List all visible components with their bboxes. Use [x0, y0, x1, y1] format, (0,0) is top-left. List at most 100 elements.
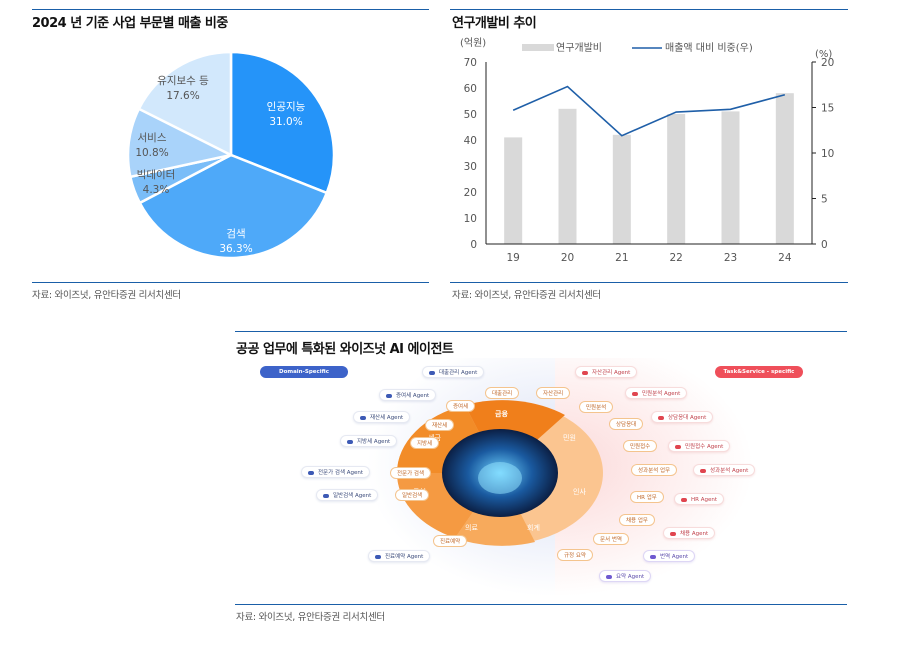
- agent-expert-search: 전문가 검색 Agent: [301, 466, 371, 478]
- pie-slice-label: 유지보수 등: [157, 75, 209, 87]
- rd-bar: [612, 134, 631, 244]
- task-gift-tax: 증여세: [446, 400, 476, 412]
- right-bottom-rule: [450, 282, 848, 283]
- y-tick-label: 10: [464, 213, 477, 225]
- agent-performance: 성과분석 Agent: [693, 464, 756, 476]
- pie-source: 자료: 와이즈넛, 유안타증권 리서치센터: [32, 290, 181, 301]
- pie-slice: [229, 50, 336, 195]
- bottom-top-rule: [235, 331, 847, 332]
- pie-slice-value: 31.0%: [269, 116, 302, 128]
- rd-bar: [775, 93, 794, 244]
- pie-slice-value: 10.8%: [135, 147, 168, 159]
- pie-slice-label: 검색: [226, 228, 245, 240]
- x-tick-label: 20: [561, 252, 574, 264]
- agent-icon: [429, 370, 435, 375]
- y-tick-label: 20: [464, 187, 477, 199]
- task-property-tax: 재산세: [425, 419, 455, 431]
- y-tick-label: 0: [470, 239, 477, 251]
- y-tick-label: 40: [464, 135, 477, 147]
- bottom-bottom-rule: [235, 604, 847, 605]
- agent-icon: [658, 415, 664, 420]
- ring-wheel: 금융 민원 인사 회계 의료 특허 세금: [396, 400, 603, 546]
- x-tick-label: 22: [669, 252, 682, 264]
- agent-icon: [681, 497, 687, 502]
- rd-chart-title: 연구개발비 추이: [452, 16, 537, 31]
- legend-line-label: 매출액 대비 비중(우): [665, 42, 753, 54]
- svg-text:회계: 회계: [527, 523, 540, 532]
- agent-general-search: 일반검색 Agent: [316, 489, 379, 501]
- agent-consulting: 상담응대 Agent: [651, 411, 714, 423]
- task-summary: 규정 요약: [557, 549, 593, 561]
- legend-bar-label: 연구개발비: [556, 42, 602, 54]
- left-top-rule: [32, 9, 429, 10]
- agent-diagram-title: 공공 업무에 특화된 와이즈넛 AI 에이전트: [236, 342, 454, 357]
- agent-gift-tax: 증여세 Agent: [379, 389, 437, 401]
- y-tick-label: 50: [464, 109, 477, 121]
- pie-slice: [138, 153, 329, 260]
- right-unit-label: (%): [815, 49, 832, 60]
- y2-tick-label: 20: [821, 57, 834, 69]
- agent-complaint-intake: 민원접수 Agent: [668, 440, 731, 452]
- task-consulting: 상담응대: [609, 418, 644, 430]
- legend-bar-swatch: [522, 44, 554, 51]
- agent-icon: [632, 391, 638, 396]
- left-bottom-rule: [32, 282, 429, 283]
- rd-ratio-line: [512, 85, 786, 137]
- task-complaint-intake: 민원접수: [623, 440, 658, 452]
- agent-icon: [675, 444, 681, 449]
- pie-slice-label: 빅데이터: [137, 169, 176, 181]
- x-tick-label: 21: [615, 252, 628, 264]
- pie-slice-value: 17.6%: [166, 90, 199, 102]
- task-performance: 성과분석 업무: [631, 464, 678, 476]
- pie-slice: [126, 107, 235, 179]
- task-hiring: 채용 업무: [619, 514, 655, 526]
- agent-translation: 번역 Agent: [643, 550, 696, 562]
- svg-text:민원: 민원: [563, 433, 576, 442]
- y2-tick-label: 15: [821, 103, 834, 115]
- svg-text:금융: 금융: [495, 409, 508, 418]
- agent-icon: [386, 393, 392, 398]
- agent-icon: [650, 554, 656, 559]
- agent-icon: [360, 415, 366, 420]
- svg-text:인사: 인사: [573, 487, 586, 496]
- x-tick-label: 19: [506, 252, 519, 264]
- y-tick-label: 60: [464, 83, 477, 95]
- pie-slices: [126, 50, 336, 260]
- task-local-tax: 지방세: [410, 437, 440, 449]
- pie-title: 2024 년 기준 사업 부문별 매출 비중: [32, 16, 228, 31]
- task-asset: 자산관리: [536, 387, 571, 399]
- pie-slice-value: 4.3%: [143, 184, 170, 196]
- task-service-badge: Task&Service - specific: [715, 366, 803, 378]
- agent-asset: 자산관리 Agent: [575, 366, 638, 378]
- agent-icon: [323, 493, 329, 498]
- agent-source: 자료: 와이즈넛, 유안타증권 리서치센터: [236, 612, 385, 623]
- rd-bar: [667, 114, 686, 244]
- agent-icon: [308, 470, 314, 475]
- agent-local-tax: 지방세 Agent: [340, 435, 398, 447]
- rd-source: 자료: 와이즈넛, 유안타증권 리서치센터: [452, 290, 601, 301]
- agent-property-tax: 재산세 Agent: [353, 411, 411, 423]
- y-tick-label: 30: [464, 161, 477, 173]
- task-translation: 문서 번역: [593, 533, 629, 545]
- task-general-search: 일반검색: [395, 489, 430, 501]
- y-tick-label: 70: [464, 57, 477, 69]
- right-top-rule: [450, 9, 848, 10]
- rd-axes: 19 20 21 22 23 24 0 10 20 30 40 50 60 70 0 5 10 15 20: [464, 57, 835, 264]
- rd-bars: [504, 93, 794, 245]
- agent-icon: [700, 468, 706, 473]
- agent-complaint-analysis: 민원분석 Agent: [625, 387, 688, 399]
- agent-medical-booking: 진료예약 Agent: [368, 550, 431, 562]
- task-medical-booking: 진료예약: [433, 535, 468, 547]
- domain-specific-badge: Domain-Specific: [260, 366, 348, 378]
- y2-tick-label: 5: [821, 194, 828, 206]
- pie-slice-label: 인공지능: [267, 101, 306, 113]
- agent-icon: [347, 439, 353, 444]
- rd-bar: [558, 108, 577, 244]
- pie-slice-value: 36.3%: [219, 243, 252, 255]
- svg-text:의료: 의료: [465, 523, 478, 532]
- x-tick-label: 23: [724, 252, 737, 264]
- agent-hr: HR Agent: [674, 493, 724, 505]
- agent-summary: 요약 Agent: [599, 570, 652, 582]
- agent-icon: [670, 531, 676, 536]
- pie-slice: [137, 50, 233, 158]
